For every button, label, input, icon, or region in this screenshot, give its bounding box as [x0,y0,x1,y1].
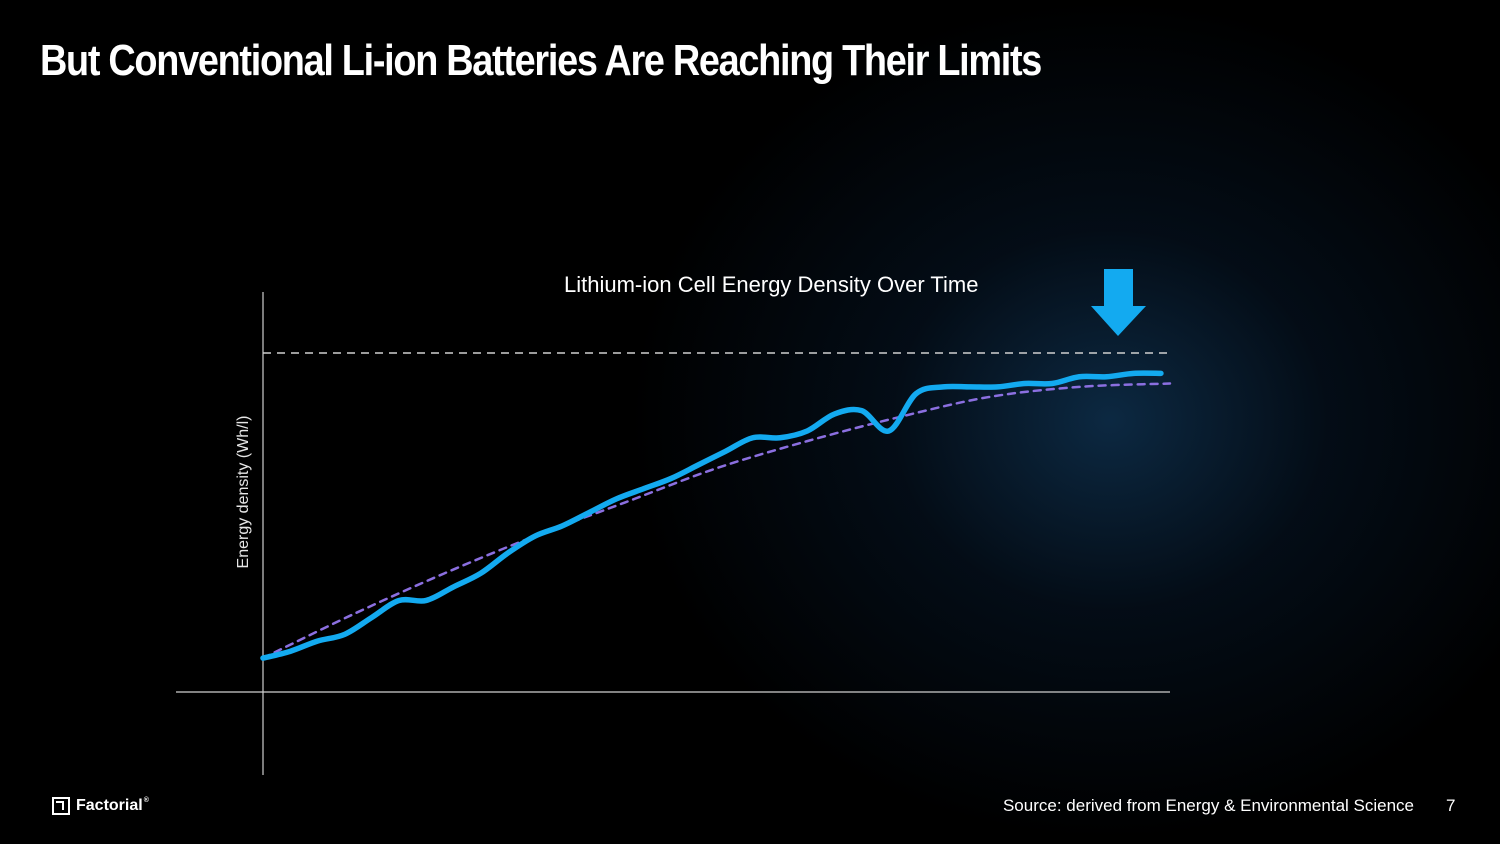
source-note: Source: derived from Energy & Environmen… [1002,796,1414,815]
factorial-logo: Factorial® [52,797,149,815]
page-number: 7 [1446,796,1456,815]
logo-text: Factorial® [76,797,149,814]
slide-title: But Conventional Li-ion Batteries Are Re… [40,36,1042,85]
limit-arrow-icon [1091,269,1146,336]
chart-title: Lithium-ion Cell Energy Density Over Tim… [564,272,979,297]
series-trend-line [261,382,1172,660]
series-actual-line [260,370,1164,661]
factorial-logo-icon [52,797,70,815]
